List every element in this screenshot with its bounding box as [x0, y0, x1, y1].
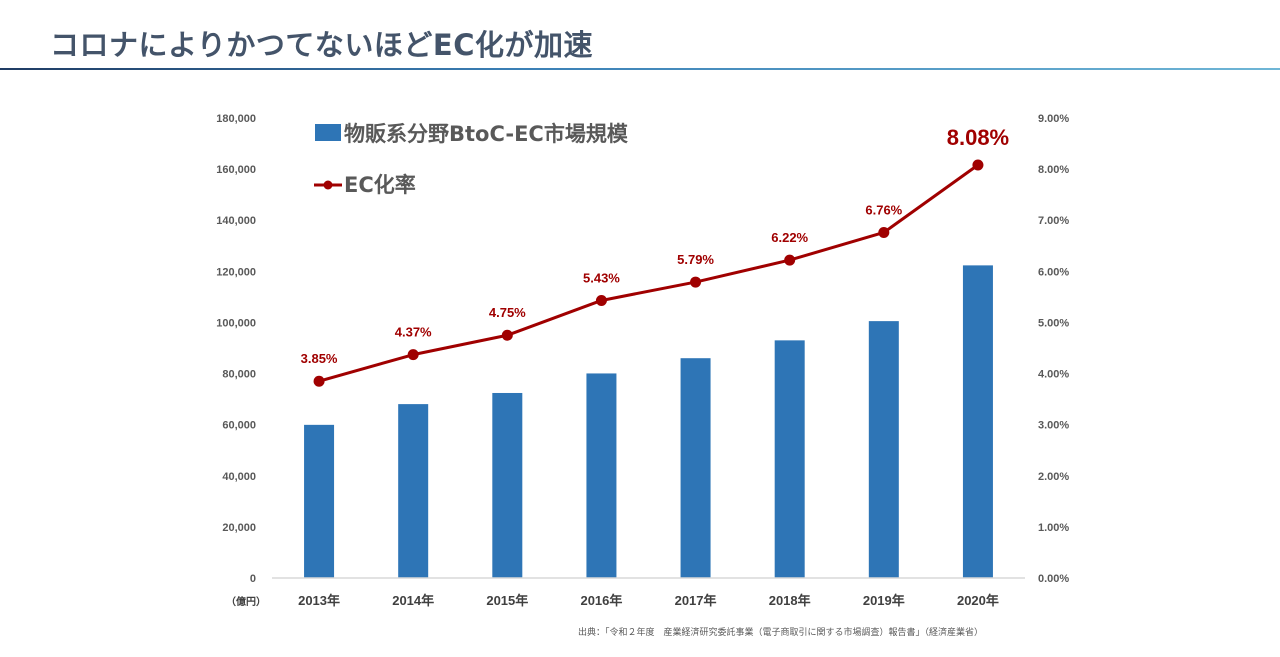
bar: [304, 424, 335, 578]
right-tick-label: 3.00%: [1038, 420, 1069, 432]
right-tick-label: 6.00%: [1038, 266, 1069, 278]
line-marker: [972, 159, 984, 171]
right-tick-label: 7.00%: [1038, 215, 1069, 227]
line-marker: [878, 226, 890, 238]
right-tick-label: 1.00%: [1038, 522, 1069, 534]
x-tick-label: 2020年: [957, 593, 999, 608]
source-note: 出典：「令和２年度 産業経済研究委託事業（電子商取引に関する市場調査）報告書」（…: [578, 628, 984, 638]
left-tick-label: 80,000: [222, 369, 256, 381]
data-label: 3.85%: [301, 351, 338, 366]
bar: [962, 265, 993, 578]
legend-line-label: EC化率: [344, 173, 416, 197]
left-tick-label: 180,000: [216, 113, 256, 125]
data-label: 8.08%: [947, 125, 1009, 150]
legend-bar-swatch: [315, 124, 341, 141]
left-tick-label: 0: [250, 573, 256, 585]
right-tick-label: 8.00%: [1038, 164, 1069, 176]
line-path: [318, 163, 979, 383]
left-tick-label: 100,000: [216, 317, 256, 329]
left-tick-label: 140,000: [216, 215, 256, 227]
data-label: 4.75%: [489, 305, 526, 320]
bar: [492, 392, 523, 578]
line-marker: [784, 254, 796, 266]
right-tick-label: 5.00%: [1038, 317, 1069, 329]
line-marker: [407, 349, 419, 361]
line-marker: [501, 329, 513, 341]
left-tick-label: 40,000: [222, 471, 256, 483]
unit-label: （億円）: [226, 595, 266, 608]
x-tick-label: 2017年: [675, 593, 717, 608]
x-tick-label: 2014年: [392, 593, 434, 608]
data-label: 6.22%: [771, 230, 808, 245]
right-tick-label: 9.00%: [1038, 113, 1069, 125]
right-tick-label: 4.00%: [1038, 369, 1069, 381]
x-tick-label: 2018年: [769, 593, 811, 608]
legend-bar-label: 物販系分野BtoC-EC市場規模: [344, 122, 629, 146]
left-tick-label: 120,000: [216, 266, 256, 278]
left-axis: 0 20,000 40,000 60,000 80,000 100,000 120,000 1…: [216, 113, 256, 585]
line-series: [313, 159, 984, 387]
bar: [586, 373, 617, 578]
data-label: 5.43%: [583, 270, 620, 285]
right-tick-label: 0.00%: [1038, 573, 1069, 585]
left-tick-label: 20,000: [222, 522, 256, 534]
x-tick-label: 2015年: [486, 593, 528, 608]
legend: 物販系分野BtoC-EC市場規模 EC化率: [314, 122, 629, 197]
x-tick-label: 2016年: [580, 593, 622, 608]
right-tick-label: 2.00%: [1038, 471, 1069, 483]
left-tick-label: 160,000: [216, 164, 256, 176]
bar: [398, 404, 429, 578]
legend-line-marker: [323, 180, 333, 190]
data-label: 6.76%: [865, 202, 902, 217]
page-title: コロナによりかつてないほどEC化が加速: [50, 28, 594, 62]
bar: [774, 340, 805, 578]
bar-series: [304, 265, 993, 578]
title-divider: [0, 68, 1280, 70]
x-tick-label: 2013年: [298, 593, 340, 608]
line-marker: [595, 294, 607, 306]
data-labels: 3.85% 4.37% 4.75% 5.43% 5.79% 6.22% 6.76% 8.08%: [301, 125, 1010, 366]
x-axis: 2013年 2014年 2015年 2016年 2017年 2018年 2019年 2020年: [298, 593, 999, 608]
line-marker: [690, 276, 702, 288]
left-tick-label: 60,000: [222, 420, 256, 432]
bar: [680, 358, 711, 578]
right-axis: 0.00% 1.00% 2.00% 3.00% 4.00% 5.00% 6.00% 7.00%…: [1038, 113, 1069, 585]
x-tick-label: 2019年: [863, 593, 905, 608]
data-label: 4.37%: [395, 325, 432, 340]
line-marker: [313, 375, 325, 387]
bar: [868, 321, 899, 578]
data-label: 5.79%: [677, 252, 714, 267]
